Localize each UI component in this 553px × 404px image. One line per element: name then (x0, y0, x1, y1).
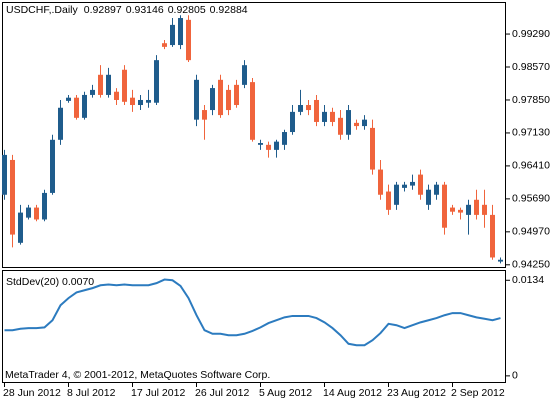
candle-body (258, 143, 263, 145)
candle-body (298, 105, 303, 112)
candle-body (202, 110, 207, 120)
y-tick-label: 0.98570 (512, 61, 550, 73)
header-value: 0.92884 (210, 4, 248, 16)
candle-body (322, 111, 327, 122)
candle-body (242, 65, 247, 85)
candle-body (314, 99, 319, 122)
candle-body (106, 74, 111, 95)
candle-body (402, 184, 407, 188)
x-tick-label: 17 Jul 2012 (131, 387, 185, 399)
x-tick-label: 26 Jul 2012 (195, 387, 249, 399)
candle-body (74, 97, 79, 118)
y-tick-label: 0.99290 (512, 28, 550, 40)
candle-body (338, 117, 343, 135)
candle-body (370, 127, 375, 170)
candle-body (218, 79, 223, 116)
candle-body (66, 97, 71, 101)
header-value: 0.92805 (168, 4, 206, 16)
y-tick-label: 0.97850 (512, 94, 550, 106)
header-value: 0.92897 (84, 4, 122, 16)
candle-body (474, 199, 479, 215)
candle-body (130, 97, 135, 106)
candle-body (306, 105, 311, 111)
indicator-pane (2, 270, 506, 383)
candle-body (98, 74, 103, 95)
candle-body (170, 24, 175, 46)
y-tick-label: 0.94250 (512, 259, 550, 271)
candle-body (282, 132, 287, 145)
candle-body (346, 110, 351, 135)
y-tick-label: 0.95690 (512, 193, 550, 205)
candle-body (10, 159, 15, 235)
candle-body (290, 111, 295, 133)
main-pane (2, 2, 506, 268)
candle-body (490, 214, 495, 258)
candle-body (146, 99, 151, 103)
candle-body (394, 184, 399, 205)
footer: MetaTrader 4, © 2001-2012, MetaQuotes So… (5, 369, 270, 381)
candle-body (426, 189, 431, 205)
candle-body (450, 207, 455, 212)
candle-body (330, 111, 335, 122)
candle-body (178, 18, 183, 46)
candle-body (482, 204, 487, 215)
symbol-title: USDCHF,.Daily (6, 4, 79, 16)
candle-body (274, 141, 279, 150)
candle-body (418, 174, 423, 195)
candle-body (194, 79, 199, 120)
x-tick-label: 14 Aug 2012 (323, 387, 382, 399)
candle-body (114, 91, 119, 100)
candle-body (50, 139, 55, 193)
candle-body (210, 88, 215, 111)
candle-body (122, 69, 127, 102)
candle-body (442, 184, 447, 228)
indicator-y-tick-label: 0.0134 (512, 274, 544, 286)
candle-body (250, 82, 255, 140)
candle-body (458, 209, 463, 213)
indicator-y-tick-label: 0 (512, 370, 518, 382)
candle-body (58, 107, 63, 140)
candle-body (82, 94, 87, 118)
candle-body (266, 144, 271, 150)
candle-body (434, 184, 439, 195)
candle-body (378, 169, 383, 195)
x-tick-label: 8 Jul 2012 (67, 387, 116, 399)
candle-body (226, 89, 231, 111)
candle-body (42, 192, 47, 220)
candle-body (162, 43, 167, 47)
indicator-label: StdDev(20) 0.0070 (6, 276, 94, 288)
candle-body (154, 60, 159, 103)
candle-body (354, 122, 359, 127)
candle-body (26, 207, 31, 218)
candle-body (90, 89, 95, 95)
x-tick-label: 2 Sep 2012 (451, 387, 505, 399)
stddev-line (4, 278, 501, 347)
y-tick-label: 0.96410 (512, 160, 550, 172)
header-value: 0.93146 (126, 4, 164, 16)
candle-body (18, 212, 23, 243)
candle-body (138, 99, 143, 106)
candle-body (386, 191, 391, 210)
candle-body (362, 119, 367, 127)
candle-body (498, 259, 503, 262)
x-tick-label: 23 Aug 2012 (387, 387, 446, 399)
candle-body (2, 154, 7, 195)
y-tick-label: 0.94970 (512, 226, 550, 238)
y-tick-label: 0.97130 (512, 127, 550, 139)
x-tick-label: 28 Jun 2012 (3, 387, 61, 399)
candle-body (410, 181, 415, 186)
candle-body (234, 84, 239, 106)
candle-body (466, 204, 471, 215)
candle-body (186, 19, 191, 61)
x-tick-label: 5 Aug 2012 (259, 387, 312, 399)
candle-body (34, 207, 39, 220)
